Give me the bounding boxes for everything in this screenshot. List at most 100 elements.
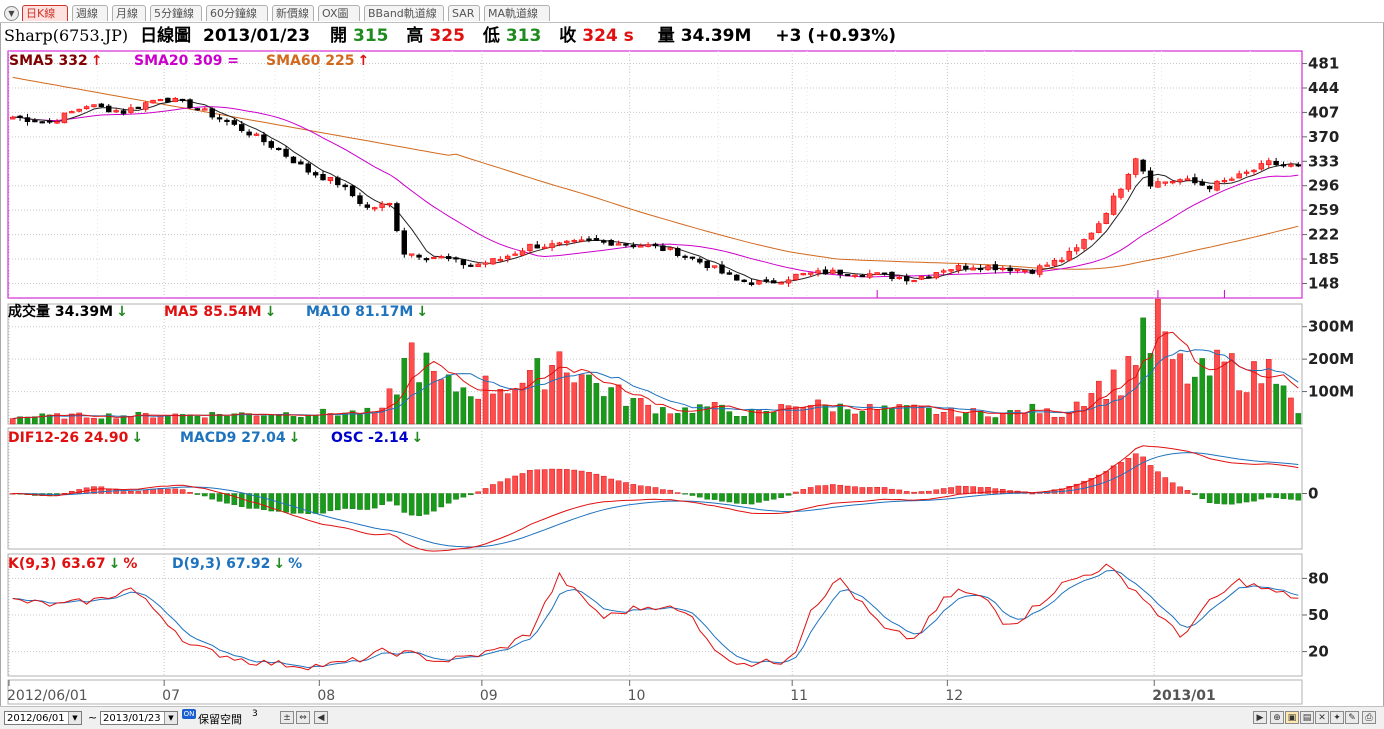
candle-body <box>711 265 718 268</box>
volume-bar <box>593 383 600 425</box>
candle-body <box>918 276 925 280</box>
tab-menu-icon[interactable]: ▼ <box>4 6 19 21</box>
on-badge[interactable]: ON <box>182 709 196 719</box>
osc-bar <box>1162 477 1169 494</box>
osc-bar <box>408 493 415 516</box>
candle-body <box>844 274 851 277</box>
volume-bar <box>187 414 193 425</box>
osc-bar <box>431 493 437 512</box>
volume-bar <box>283 412 289 425</box>
volume-bar <box>61 418 68 425</box>
volume-bar <box>674 413 681 425</box>
volume-bar <box>689 413 696 425</box>
candle-body <box>172 97 178 103</box>
candle-body <box>748 282 755 285</box>
candle-body <box>1236 173 1242 179</box>
volume-bar <box>1059 416 1065 425</box>
tab-7[interactable]: BBand軌道線 <box>364 5 444 21</box>
candle-body <box>1243 171 1250 174</box>
candle-body <box>1199 181 1205 186</box>
candle-body <box>91 104 97 108</box>
volume-bar <box>246 413 252 425</box>
volume-bar <box>320 408 326 425</box>
osc-bar <box>1029 493 1036 495</box>
volume-bar <box>1169 359 1176 425</box>
osc-bar <box>1184 490 1191 494</box>
tab-9[interactable]: MA軌道線 <box>484 5 550 21</box>
volume-bar <box>17 416 23 425</box>
volume-bar <box>682 407 688 425</box>
volume-bar <box>940 412 947 425</box>
volume-bar <box>1184 383 1191 425</box>
tab-0[interactable]: 日K線 <box>22 5 68 21</box>
reserve-space-value[interactable]: 3 <box>252 709 258 719</box>
candle-body <box>39 121 45 124</box>
tab-5[interactable]: 新價線 <box>272 5 314 21</box>
volume-bar <box>778 404 784 425</box>
tab-8[interactable]: SAR <box>448 5 480 21</box>
x-tick-label: 2013/01 <box>1152 688 1216 704</box>
osc-bar <box>1236 493 1242 504</box>
tab-4[interactable]: 60分鐘線 <box>206 5 268 21</box>
candle-body <box>608 240 614 246</box>
volume-bar <box>852 413 858 425</box>
candle-body <box>187 99 193 108</box>
cursor-icon[interactable]: ✦ <box>1330 711 1344 724</box>
volume-bar <box>807 405 814 425</box>
osc-bar <box>1265 493 1272 498</box>
candle-body <box>1258 163 1265 170</box>
tab-6[interactable]: OX圖 <box>318 5 360 21</box>
open-label: 開 <box>329 26 347 46</box>
candle-body <box>963 265 969 270</box>
tab-3[interactable]: 5分鐘線 <box>150 5 202 21</box>
tab-2[interactable]: 月線 <box>112 5 146 21</box>
osc-bar <box>785 493 792 496</box>
scroll-right-icon[interactable]: ▶ <box>1253 711 1267 724</box>
volume-bar <box>1125 356 1132 425</box>
candle-body <box>1206 185 1213 190</box>
osc-bar <box>401 493 408 513</box>
volume-bar <box>1036 413 1043 425</box>
reserve-stepper-icon[interactable]: ± <box>280 711 294 724</box>
volume-bar <box>482 375 489 425</box>
price-tick-label: 222 <box>1308 226 1339 244</box>
volume-bar <box>253 415 260 425</box>
candle-body <box>534 244 540 249</box>
arrow-down-icon: ↓ <box>411 430 424 446</box>
osc-bar <box>940 488 947 494</box>
stock-chart[interactable]: 2012/06/01 07 08 09 10 11 12 2013/01 148 185 222 25… <box>0 0 1384 706</box>
scroll-left-icon[interactable]: ◀ <box>314 711 328 724</box>
volume-bar <box>475 398 481 425</box>
fit-icon[interactable]: ▤ <box>1300 711 1314 724</box>
print-icon[interactable]: ⎙ <box>1362 711 1376 724</box>
zoom-icon[interactable]: ⊕ <box>1270 711 1284 724</box>
volume-bar <box>165 416 171 425</box>
arrow-down-icon: ↓ <box>264 304 277 320</box>
volume-bar <box>793 406 799 425</box>
candle-body <box>1044 264 1050 267</box>
expand-icon[interactable]: ⇔ <box>296 711 310 724</box>
settings-icon[interactable]: ▣ <box>1285 711 1299 724</box>
osc-bar <box>453 493 459 500</box>
candle-body <box>623 243 629 246</box>
candle-body <box>320 173 326 181</box>
x-tick-label: 10 <box>628 688 646 704</box>
end-date-select[interactable]: 2013/01/23 ▼ <box>100 711 178 725</box>
volume-bar <box>142 413 149 425</box>
volume-bar <box>600 396 607 425</box>
candle-body <box>719 264 725 274</box>
crosshair-icon[interactable]: ✕ <box>1315 711 1329 724</box>
volume-bar <box>98 418 105 425</box>
osc-bar <box>600 475 607 494</box>
tab-1[interactable]: 週線 <box>72 5 108 21</box>
candle-body <box>1118 188 1124 198</box>
volume-bar <box>1229 353 1235 425</box>
symbol-label: Sharp(6753.JP) <box>4 26 129 45</box>
candle-body <box>1014 268 1021 272</box>
osc-bar <box>556 468 563 494</box>
price-tick-label: 148 <box>1308 274 1339 292</box>
start-date-select[interactable]: 2012/06/01 ▼ <box>4 711 82 725</box>
osc-bar <box>467 493 474 496</box>
drawing-icon[interactable]: ✎ <box>1345 711 1359 724</box>
volume-bar <box>578 374 585 425</box>
